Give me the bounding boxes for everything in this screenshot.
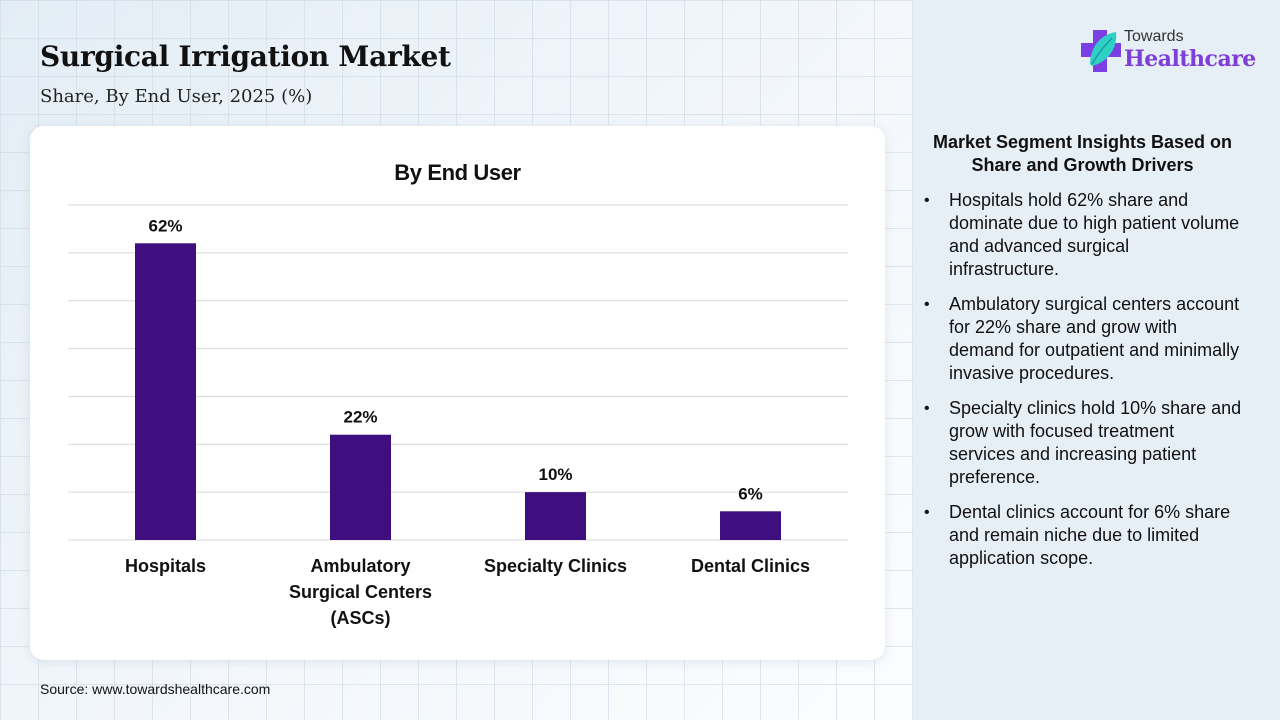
source-note: Source: www.towardshealthcare.com [40, 681, 271, 697]
insight-text: Hospitals hold 62% share and dominate du… [949, 190, 1240, 279]
bar-chart: 62% Hospitals 22% Ambulatory Surgical Center… [68, 204, 848, 628]
page-title: Surgical Irrigation Market [40, 40, 451, 73]
bullet-icon: • [924, 296, 930, 313]
logo-text-towards: Towards [1124, 28, 1184, 45]
insights-panel-background [913, 0, 1280, 720]
data-label: 22% [343, 408, 377, 427]
chart-card: By End User 62% Hospitals 22% Ambulatory Sur… [30, 126, 885, 660]
x-tick-label-line: Ambulatory [310, 556, 410, 576]
x-tick-label-line: Hospitals [125, 556, 206, 576]
data-label: 10% [538, 465, 572, 484]
insight-text: Ambulatory surgical centers account for … [949, 294, 1240, 383]
bullet-icon: • [924, 192, 930, 209]
x-tick-label-line: Specialty Clinics [484, 556, 627, 576]
x-tick-label-line: (ASCs) [330, 608, 390, 628]
insights-list: • Hospitals hold 62% share and dominate d… [922, 189, 1242, 582]
x-tick-label: Dental Clinics [691, 556, 810, 576]
insights-title: Market Segment Insights Based on Share a… [932, 132, 1233, 175]
insight-text: Specialty clinics hold 10% share and gro… [949, 398, 1242, 487]
x-tick-label: Specialty Clinics [484, 556, 627, 576]
insight-item: • Ambulatory surgical centers account for… [922, 293, 1242, 385]
towards-healthcare-logo: Towards Healthcare [1080, 26, 1260, 78]
bar [330, 434, 391, 540]
x-tick-label: Hospitals [125, 556, 206, 576]
x-tick-label: Ambulatory Surgical Centers (ASCs) [289, 556, 432, 628]
bullet-icon: • [924, 400, 930, 417]
bar [525, 492, 586, 540]
chart-title: By End User [394, 160, 521, 185]
data-label: 62% [148, 216, 182, 235]
x-tick-label-line: Surgical Centers [289, 582, 432, 602]
bar [135, 243, 196, 540]
insight-text: Dental clinics account for 6% share and … [949, 502, 1231, 568]
x-tick-label-line: Dental Clinics [691, 556, 810, 576]
logo-text-healthcare: Healthcare [1124, 46, 1256, 72]
medical-cross-leaf-icon [1081, 30, 1121, 72]
insight-item: • Dental clinics account for 6% share and… [922, 501, 1242, 570]
data-label: 6% [738, 484, 763, 503]
page-subtitle: Share, By End User, 2025 (%) [40, 86, 313, 107]
bar [720, 511, 781, 540]
bullet-icon: • [924, 504, 930, 521]
insight-item: • Specialty clinics hold 10% share and gr… [922, 397, 1242, 489]
insight-item: • Hospitals hold 62% share and dominate d… [922, 189, 1242, 281]
